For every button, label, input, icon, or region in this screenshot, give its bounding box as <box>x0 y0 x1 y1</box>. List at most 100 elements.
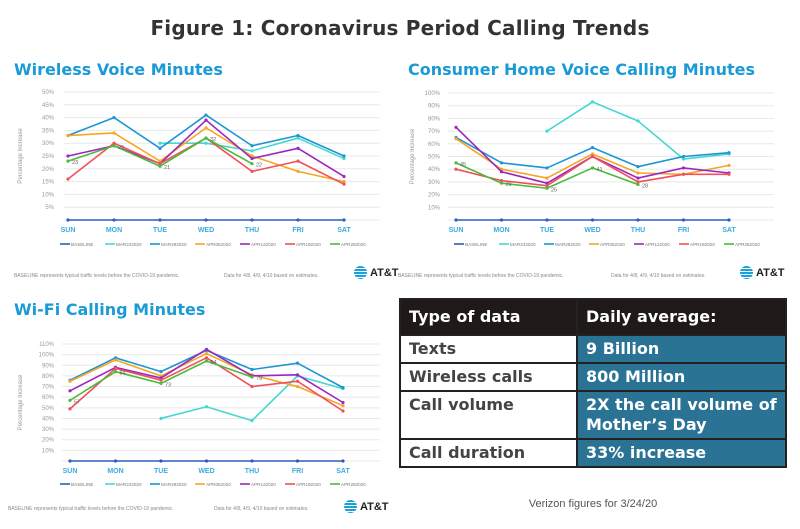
data-point-mar292020 <box>296 133 300 138</box>
x-tick-label: WED <box>198 468 214 475</box>
y-tick-label: 15% <box>42 180 55 186</box>
baseline-footnote: BASELINE represents typical traffic leve… <box>398 273 564 279</box>
y-tick-label: 30% <box>42 427 55 433</box>
table-caption: Verizon figures for 3/24/20 <box>528 498 658 510</box>
x-tick-label: FRI <box>292 227 303 234</box>
legend-label-apr192020: APR192020 <box>690 242 715 247</box>
data-point-mar242020 <box>590 100 595 104</box>
data-point-apr262020 <box>66 159 70 163</box>
y-tick-label: 30% <box>428 180 441 186</box>
data-point-mar242020 <box>545 129 549 133</box>
series-line-mar242020 <box>546 101 730 160</box>
legend-label-mar292020: MAR292020 <box>161 242 187 247</box>
data-point-apr122020 <box>545 181 549 185</box>
data-point-mar242020 <box>204 141 208 145</box>
y-axis-label: Percentage Increase <box>18 128 24 184</box>
data-point-mar292020 <box>250 144 254 148</box>
legend-label-mar242020: MAR242020 <box>116 242 142 247</box>
x-tick-label: SAT <box>337 227 351 234</box>
row-key: Wireless calls <box>399 362 578 392</box>
data-point-apr122020 <box>341 400 345 405</box>
data-point-baseline <box>159 459 163 463</box>
data-point-apr052020 <box>636 171 640 175</box>
data-label: 21 <box>164 165 170 171</box>
legend-label-apr052020: APR052020 <box>206 242 231 247</box>
data-point-apr192020 <box>204 356 209 360</box>
series-line-apr192020 <box>67 137 345 185</box>
y-tick-label: 60% <box>428 142 441 148</box>
y-tick-label: 50% <box>42 90 55 96</box>
att-globe-icon <box>344 500 357 513</box>
data-point-apr052020 <box>113 358 118 362</box>
data-point-apr052020 <box>342 180 346 184</box>
data-point-apr262020 <box>590 166 595 170</box>
y-axis-label: Percentage Increase <box>410 128 416 184</box>
chart-wifi-calling-minutes: Wi-Fi Calling Minutes 10% 20% 30% 40% 50% 60%… <box>8 300 389 529</box>
x-tick-label: TUE <box>540 227 554 234</box>
data-point-apr052020 <box>545 176 549 180</box>
row-value: 800 Million <box>576 362 787 392</box>
data-point-apr262020 <box>499 181 504 185</box>
data-point-apr122020 <box>250 156 254 161</box>
y-tick-label: 110% <box>39 342 55 348</box>
legend-label-apr262020: APR262020 <box>341 482 366 487</box>
legend-label-baseline: BASELINE <box>71 242 93 247</box>
legend-label-apr122020: APR122020 <box>251 242 276 247</box>
data-point-apr122020 <box>636 176 640 180</box>
data-point-mar292020 <box>727 151 731 155</box>
x-tick-label: MON <box>107 468 123 475</box>
y-tick-label: 80% <box>42 374 55 380</box>
data-point-mar292020 <box>250 367 254 372</box>
y-tick-label: 70% <box>428 129 441 135</box>
att-logo: AT&T <box>344 500 389 513</box>
y-tick-label: 20% <box>42 438 55 444</box>
legend-label-mar242020: MAR242020 <box>510 242 536 247</box>
legend-label-baseline: BASELINE <box>71 482 93 487</box>
att-logo-text: AT&T <box>360 500 389 513</box>
data-point-mar292020 <box>159 370 163 374</box>
y-tick-label: 25% <box>42 154 55 160</box>
data-point-apr122020 <box>204 347 209 351</box>
chart-wireless-voice-minutes: Wireless Voice Minutes 5% 10% 15% 20% 25% 30%… <box>14 60 399 295</box>
data-point-mar292020 <box>158 146 162 150</box>
legend-label-apr262020: APR262020 <box>735 242 760 247</box>
data-point-mar292020 <box>342 154 346 158</box>
legend-label-apr052020: APR052020 <box>206 482 231 487</box>
data-point-apr122020 <box>342 174 346 179</box>
legend-label-apr192020: APR192020 <box>296 482 321 487</box>
y-tick-label: 45% <box>42 103 55 109</box>
data-point-apr192020 <box>590 154 595 159</box>
verizon-stats-table: Type of data Daily average: Texts 9 Bill… <box>399 298 787 468</box>
row-key: Call duration <box>399 438 578 468</box>
data-label: 41 <box>597 167 603 173</box>
chart-title: Wi-Fi Calling Minutes <box>14 300 206 319</box>
data-point-apr052020 <box>454 137 458 141</box>
data-point-baseline <box>590 218 595 222</box>
y-axis-label: Percentage Increase <box>18 374 24 430</box>
data-point-apr052020 <box>68 379 72 383</box>
chart-svg: 10% 20% 30% 40% 50% 60% 70% 80% 90% 100% 110% Perce… <box>18 342 380 487</box>
figure-title: Figure 1: Coronavirus Period Calling Tre… <box>150 16 650 40</box>
data-point-mar292020 <box>341 386 345 390</box>
data-point-apr052020 <box>250 154 254 158</box>
att-globe-icon <box>740 266 753 279</box>
data-point-apr262020 <box>454 161 458 165</box>
data-point-apr052020 <box>204 351 209 356</box>
x-tick-label: WED <box>584 227 600 234</box>
x-tick-label: MON <box>106 227 122 234</box>
data-point-baseline <box>250 218 254 222</box>
data-point-baseline <box>204 218 208 222</box>
baseline-footnote: BASELINE represents typical traffic leve… <box>8 506 174 512</box>
row-value: 9 Billion <box>576 334 787 364</box>
x-tick-label: SUN <box>449 227 464 234</box>
y-tick-label: 90% <box>428 104 441 110</box>
data-point-mar292020 <box>636 165 640 169</box>
data-point-apr122020 <box>295 373 300 377</box>
data-point-apr122020 <box>204 118 208 122</box>
data-point-apr052020 <box>727 163 731 167</box>
data-point-apr262020 <box>250 162 254 166</box>
data-label: 28 <box>642 183 648 189</box>
data-point-apr262020 <box>204 136 208 140</box>
y-tick-label: 60% <box>42 395 55 401</box>
x-tick-label: SAT <box>722 227 736 234</box>
